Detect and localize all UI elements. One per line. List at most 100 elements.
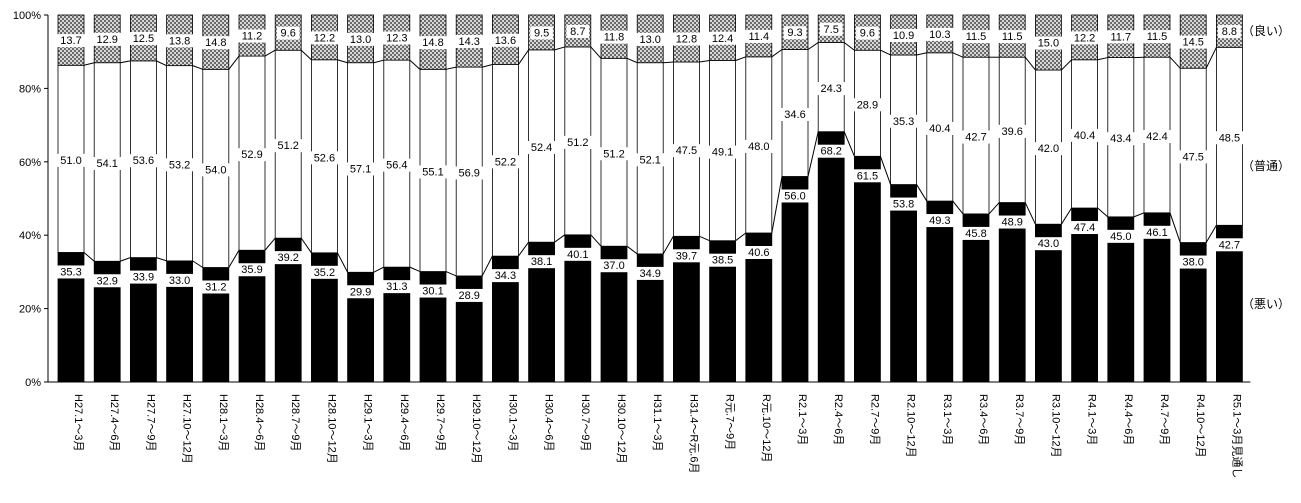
label-good-bg xyxy=(672,32,701,46)
label-bad-bg xyxy=(273,251,303,265)
category-label: R5.1～3月見通し xyxy=(1230,394,1243,478)
connector-bad xyxy=(336,252,349,273)
connector-normal xyxy=(517,49,530,65)
label-bad: 53.8 xyxy=(893,199,914,211)
connector-bad xyxy=(300,237,312,254)
label-normal-bg xyxy=(56,153,86,167)
label-normal: 51.2 xyxy=(603,148,624,160)
label-bad: 34.3 xyxy=(495,270,516,282)
connector-normal xyxy=(1205,47,1217,69)
bar-bad xyxy=(1107,216,1135,383)
label-good-bg xyxy=(129,31,158,45)
connector-normal xyxy=(843,42,855,51)
connector-bad xyxy=(879,156,892,185)
connector-normal xyxy=(699,60,710,63)
category-label: H30.10～12月 xyxy=(615,394,627,464)
label-bad: 48.9 xyxy=(1001,217,1022,229)
label-normal-bg xyxy=(454,166,484,180)
label-bad-bg xyxy=(382,280,412,294)
category-label: R2.7～9月 xyxy=(868,394,880,445)
label-normal: 52.4 xyxy=(531,142,552,154)
category-label: H28.1～3月 xyxy=(217,394,229,451)
connector-normal xyxy=(264,49,276,57)
category-label: R2.4～6月 xyxy=(832,394,844,445)
label-bad: 61.5 xyxy=(857,170,878,182)
connector-bad xyxy=(988,202,1000,215)
label-normal: 52.6 xyxy=(314,152,335,164)
label-bad-bg xyxy=(491,269,520,283)
label-normal-bg xyxy=(563,135,593,149)
label-good-bg xyxy=(783,26,807,40)
label-normal-bg xyxy=(165,158,194,172)
connector-bad xyxy=(626,245,638,255)
label-good: 8.7 xyxy=(570,26,585,38)
connector-bad xyxy=(554,234,566,243)
label-bad: 35.9 xyxy=(241,264,262,276)
label-bad: 32.9 xyxy=(96,275,117,287)
connector-normal xyxy=(626,57,638,64)
label-bad: 45.0 xyxy=(1110,231,1131,243)
label-bad-bg xyxy=(744,245,774,259)
label-bad: 68.2 xyxy=(820,146,841,158)
label-bad-bg xyxy=(708,253,737,267)
label-bad: 46.1 xyxy=(1146,227,1167,239)
label-good-bg xyxy=(635,32,665,46)
label-good-bg xyxy=(856,26,879,40)
connector-normal xyxy=(192,65,203,70)
connector-normal xyxy=(1024,56,1036,71)
connector-bad xyxy=(517,241,530,257)
connector-normal xyxy=(880,49,891,56)
category-label: R元.10～12月 xyxy=(760,394,772,462)
connector-bad xyxy=(1060,207,1073,225)
label-bad: 49.3 xyxy=(929,215,950,227)
category-label: H31.1～3月 xyxy=(651,394,663,451)
label-bad: 31.3 xyxy=(386,281,407,293)
label-bad-bg xyxy=(1034,237,1063,251)
y-tick-label: 80% xyxy=(19,83,41,95)
label-bad-bg xyxy=(816,144,846,158)
label-normal-bg xyxy=(708,145,737,159)
connector-bad xyxy=(1169,212,1181,243)
label-bad: 28.9 xyxy=(458,290,479,302)
connector-normal xyxy=(590,46,602,59)
label-normal-bg xyxy=(527,141,556,155)
label-good-bg xyxy=(530,26,553,40)
label-bad-bg xyxy=(853,169,882,183)
label-good-bg xyxy=(454,35,484,49)
bar-bad xyxy=(854,155,881,383)
connector-normal xyxy=(228,55,240,70)
connector-normal xyxy=(771,49,783,58)
connector-bad xyxy=(264,237,276,251)
label-normal: 52.2 xyxy=(495,156,516,168)
label-normal: 51.2 xyxy=(277,140,298,152)
category-label: H28.7～9月 xyxy=(289,394,301,451)
connector-bad xyxy=(590,234,602,247)
connector-normal xyxy=(120,60,131,64)
category-label: H27.4～6月 xyxy=(108,394,120,451)
connector-normal xyxy=(735,56,746,61)
label-normal: 40.4 xyxy=(1074,130,1095,142)
legend-normal: （普通） xyxy=(1242,159,1290,173)
label-normal: 56.4 xyxy=(386,160,407,172)
legend-layer: （良い） （普通） （悪い） xyxy=(1242,23,1290,311)
label-bad-bg xyxy=(635,266,665,280)
connector-bad xyxy=(699,235,710,242)
category-label: R3.1～3月 xyxy=(941,394,953,445)
label-normal: 53.2 xyxy=(169,159,190,171)
label-bad-bg xyxy=(527,255,556,269)
label-good: 12.8 xyxy=(676,33,697,45)
label-normal-bg xyxy=(889,114,918,128)
category-labels-layer: H27.1～3月 H27.4～6月 H27.7～9月 H27.10～12月 H28.1～… xyxy=(72,394,1243,478)
y-tick-label: 0% xyxy=(25,377,41,389)
label-bad: 34.9 xyxy=(639,268,660,280)
connector-bad xyxy=(916,184,928,202)
label-bad: 37.0 xyxy=(603,260,624,272)
connector-normal xyxy=(156,60,167,67)
label-bad: 35.3 xyxy=(60,266,81,278)
category-label: R2.10～12月 xyxy=(905,394,917,458)
label-normal-bg xyxy=(310,151,339,165)
label-bad: 30.1 xyxy=(422,286,443,298)
label-normal: 48.5 xyxy=(1219,132,1240,144)
connector-bad xyxy=(1205,225,1217,243)
connector-bad xyxy=(735,232,747,242)
